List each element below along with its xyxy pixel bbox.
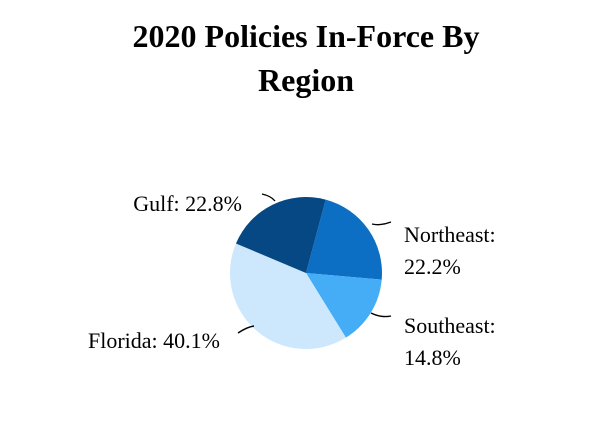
- pie-slice-gulf: [235, 197, 326, 273]
- slice-label-gulf: Gulf: 22.8%: [133, 191, 242, 216]
- leader-line-gulf: [261, 193, 276, 202]
- slice-labels: Northeast: 22.2% Southeast: 14.8% Florida: 4…: [88, 191, 496, 370]
- pie-slice-southeast: [306, 273, 382, 338]
- chart-title: 2020 Policies In-Force By Region: [0, 14, 612, 102]
- leader-lines: [237, 193, 392, 334]
- slice-label-florida: Florida: 40.1%: [88, 328, 220, 353]
- pie-slices: [230, 197, 382, 349]
- pie-slice-northeast: [306, 199, 382, 280]
- pie-slice-florida: [230, 243, 346, 349]
- slice-label-southeast: Southeast: 14.8%: [404, 313, 496, 370]
- chart-title-line-2: Region: [258, 62, 354, 98]
- leader-line-florida: [237, 325, 255, 334]
- chart-title-line-1: 2020 Policies In-Force By: [132, 18, 480, 54]
- leader-line-southeast: [370, 312, 392, 318]
- leader-line-northeast: [371, 221, 392, 226]
- slice-label-northeast: Northeast: 22.2%: [404, 222, 496, 279]
